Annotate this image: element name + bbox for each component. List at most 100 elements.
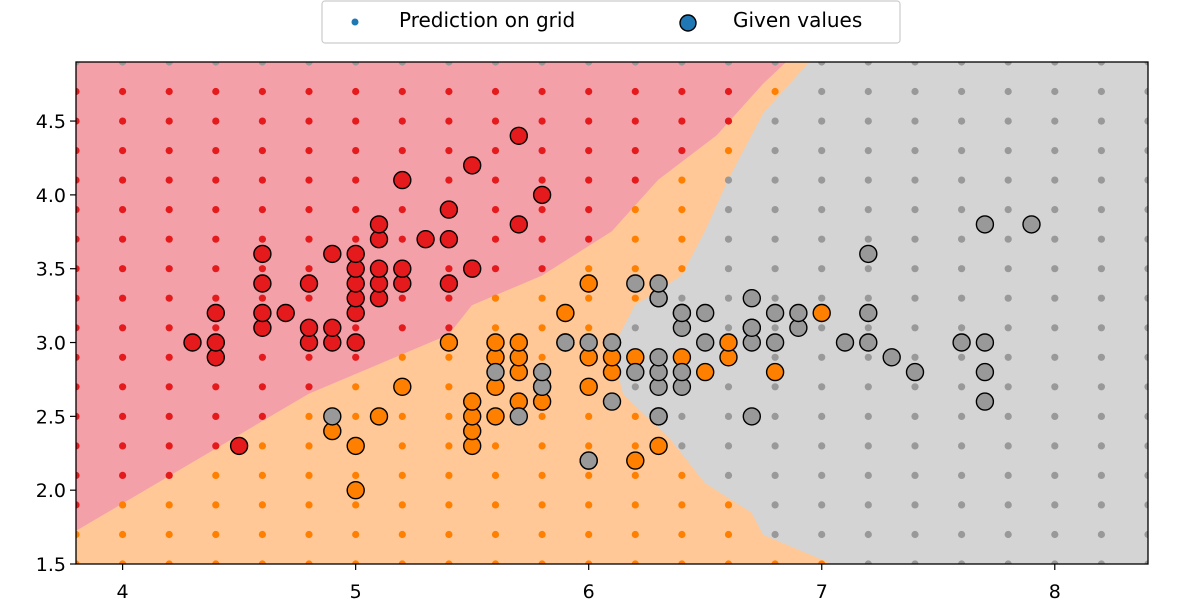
grid-point (1004, 87, 1012, 96)
given-point-class-2 (859, 303, 878, 323)
grid-point (678, 501, 686, 509)
given-point-class-2 (672, 362, 692, 382)
given-point-class-1 (719, 333, 738, 352)
given-point-class-2 (649, 274, 668, 293)
grid-point (631, 471, 639, 479)
grid-point (958, 560, 966, 564)
grid-point (352, 412, 360, 420)
given-point-class-2 (975, 362, 995, 382)
grid-point (258, 530, 266, 539)
given-point-class-1 (439, 333, 459, 352)
grid-point (678, 176, 686, 184)
grid-point (1144, 471, 1148, 479)
given-point-class-1 (369, 407, 389, 426)
grid-point (1097, 501, 1105, 509)
grid-point (212, 87, 220, 96)
given-point-class-0 (346, 244, 365, 264)
given-point-class-2 (952, 333, 971, 352)
grid-point (445, 324, 453, 332)
grid-point (212, 117, 220, 125)
grid-point (585, 324, 593, 332)
grid-point (631, 294, 639, 302)
grid-point (1097, 62, 1105, 66)
grid-point (724, 560, 733, 564)
grid-point (585, 501, 593, 509)
grid-point (1051, 265, 1059, 273)
grid-point (258, 442, 266, 450)
grid-point (631, 324, 639, 332)
given-point-class-2 (975, 215, 995, 234)
grid-point (724, 176, 733, 184)
grid-point (76, 412, 80, 420)
grid-point (724, 294, 733, 302)
grid-point (305, 117, 313, 125)
grid-point (585, 206, 593, 214)
grid-point (1004, 471, 1012, 479)
grid-point (305, 294, 313, 302)
grid-prediction-points (76, 62, 1148, 564)
grid-point (911, 87, 919, 96)
grid-point (445, 117, 453, 125)
grid-point (1004, 324, 1012, 332)
grid-point (958, 383, 966, 391)
grid-point (119, 560, 127, 564)
grid-point (491, 324, 500, 332)
grid-point (491, 471, 500, 479)
grid-point (771, 62, 779, 66)
given-point-class-2 (649, 407, 668, 426)
grid-point (585, 265, 593, 273)
grid-point (771, 265, 779, 273)
grid-point (165, 265, 173, 273)
grid-point (212, 147, 220, 155)
given-point-class-1 (486, 407, 505, 426)
grid-point (818, 530, 826, 539)
grid-point (771, 206, 779, 214)
given-point-class-2 (579, 333, 598, 352)
grid-point (538, 235, 546, 243)
grid-point (258, 560, 266, 564)
grid-point (724, 235, 733, 243)
grid-point (352, 530, 360, 539)
grid-point (958, 412, 966, 420)
x-tick-label: 6 (583, 581, 595, 603)
grid-point (76, 87, 80, 96)
grid-point (1144, 117, 1148, 125)
grid-point (958, 87, 966, 96)
grid-point (445, 62, 453, 66)
grid-point (305, 530, 313, 539)
grid-point (491, 294, 500, 302)
grid-point (445, 501, 453, 509)
given-point-class-2 (859, 333, 878, 352)
given-point-class-0 (206, 303, 226, 323)
grid-point (445, 530, 453, 539)
grid-point (398, 501, 406, 509)
given-point-class-1 (463, 392, 482, 411)
grid-point (491, 530, 500, 539)
grid-point (818, 62, 826, 66)
legend-label-grid: Prediction on grid (399, 8, 575, 32)
grid-point (491, 62, 500, 66)
grid-point (258, 471, 266, 479)
grid-point (864, 265, 872, 273)
grid-point (76, 62, 80, 66)
given-point-class-2 (835, 333, 855, 352)
grid-point (1097, 206, 1105, 214)
given-point-class-0 (299, 318, 319, 337)
grid-point (76, 442, 80, 450)
grid-point (398, 530, 406, 539)
legend-grid-marker (351, 18, 359, 26)
grid-point (724, 324, 733, 332)
grid-point (398, 87, 406, 96)
grid-point (119, 117, 127, 125)
grid-point (119, 147, 127, 155)
grid-point (119, 265, 127, 273)
grid-point (258, 206, 266, 214)
given-point-class-0 (206, 333, 226, 352)
grid-point (911, 265, 919, 273)
grid-point (165, 147, 173, 155)
y-tick-label: 2.5 (36, 406, 66, 428)
grid-point (76, 206, 80, 214)
grid-point (1144, 87, 1148, 96)
grid-point (864, 501, 872, 509)
grid-point (1097, 87, 1105, 96)
